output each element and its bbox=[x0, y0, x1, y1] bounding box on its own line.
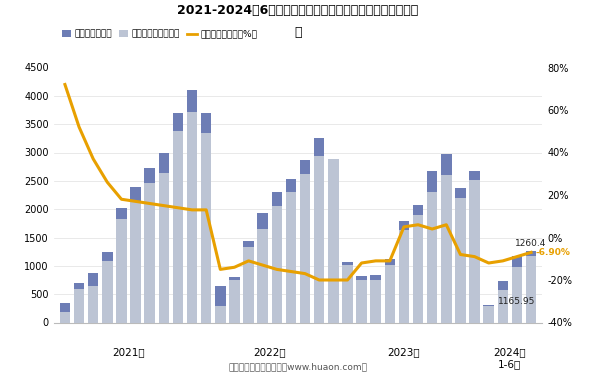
Bar bbox=[257, 213, 268, 322]
Bar bbox=[285, 178, 296, 322]
Text: 2023年: 2023年 bbox=[387, 348, 420, 357]
Bar bbox=[342, 265, 353, 322]
Bar bbox=[483, 306, 494, 322]
Bar bbox=[229, 277, 240, 322]
Bar bbox=[441, 154, 452, 322]
Bar bbox=[399, 220, 409, 322]
Bar bbox=[243, 247, 254, 322]
Text: 额: 额 bbox=[294, 26, 302, 39]
Bar bbox=[455, 198, 465, 322]
Text: -6.90%: -6.90% bbox=[535, 248, 570, 257]
Text: 1260.4: 1260.4 bbox=[516, 239, 547, 248]
Bar bbox=[229, 280, 240, 322]
Bar bbox=[526, 256, 536, 322]
Bar bbox=[60, 312, 70, 322]
Bar bbox=[498, 280, 508, 322]
Bar bbox=[74, 283, 85, 322]
Bar bbox=[300, 160, 311, 322]
Text: 2021-2024年6月陕西省房地产商品住宅及商品住宅现房销售: 2021-2024年6月陕西省房地产商品住宅及商品住宅现房销售 bbox=[178, 4, 418, 17]
Bar bbox=[102, 252, 113, 322]
Bar bbox=[384, 265, 395, 322]
Text: 2022年: 2022年 bbox=[253, 348, 286, 357]
Bar bbox=[131, 186, 141, 322]
Bar bbox=[384, 259, 395, 322]
Bar bbox=[243, 242, 254, 322]
Bar bbox=[88, 273, 98, 322]
Bar bbox=[356, 280, 367, 322]
Bar bbox=[144, 183, 155, 322]
Bar bbox=[215, 286, 226, 322]
Bar bbox=[257, 229, 268, 322]
Bar bbox=[300, 174, 311, 322]
Bar bbox=[131, 201, 141, 322]
Legend: 商品房（亿元）, 商品房住宅（亿元）, 商品房销售增速（%）: 商品房（亿元）, 商品房住宅（亿元）, 商品房销售增速（%） bbox=[58, 26, 260, 42]
Bar bbox=[116, 208, 127, 322]
Bar bbox=[159, 153, 169, 322]
Bar bbox=[328, 159, 339, 322]
Bar bbox=[187, 90, 197, 322]
Bar bbox=[469, 180, 480, 322]
Bar bbox=[144, 168, 155, 322]
Bar bbox=[498, 290, 508, 322]
Bar bbox=[413, 215, 423, 322]
Bar bbox=[201, 133, 212, 322]
Bar bbox=[272, 206, 282, 322]
Bar bbox=[314, 156, 324, 322]
Bar bbox=[370, 275, 381, 322]
Bar bbox=[483, 305, 494, 322]
Bar bbox=[342, 262, 353, 322]
Bar bbox=[74, 288, 85, 322]
Bar bbox=[427, 192, 437, 322]
Text: 2021年: 2021年 bbox=[112, 348, 145, 357]
Bar bbox=[314, 138, 324, 322]
Bar bbox=[285, 192, 296, 322]
Bar bbox=[60, 303, 70, 322]
Bar bbox=[272, 192, 282, 322]
Bar bbox=[455, 188, 465, 322]
Bar bbox=[187, 112, 197, 322]
Bar bbox=[201, 113, 212, 322]
Bar bbox=[427, 171, 437, 322]
Bar bbox=[526, 251, 536, 322]
Text: 2024年
1-6月: 2024年 1-6月 bbox=[493, 348, 526, 369]
Bar bbox=[116, 219, 127, 322]
Bar bbox=[469, 171, 480, 322]
Bar bbox=[215, 306, 226, 322]
Bar bbox=[441, 175, 452, 322]
Bar bbox=[159, 173, 169, 322]
Bar bbox=[399, 230, 409, 322]
Bar bbox=[511, 267, 522, 322]
Bar bbox=[356, 276, 367, 322]
Bar bbox=[88, 286, 98, 322]
Bar bbox=[413, 205, 423, 322]
Text: 制图：华经产业研究院（www.huaon.com）: 制图：华经产业研究院（www.huaon.com） bbox=[228, 362, 368, 371]
Bar bbox=[328, 159, 339, 322]
Bar bbox=[102, 261, 113, 322]
Text: 1165.95: 1165.95 bbox=[498, 297, 536, 306]
Bar bbox=[370, 280, 381, 322]
Bar bbox=[173, 113, 183, 322]
Bar bbox=[511, 256, 522, 322]
Bar bbox=[173, 131, 183, 322]
